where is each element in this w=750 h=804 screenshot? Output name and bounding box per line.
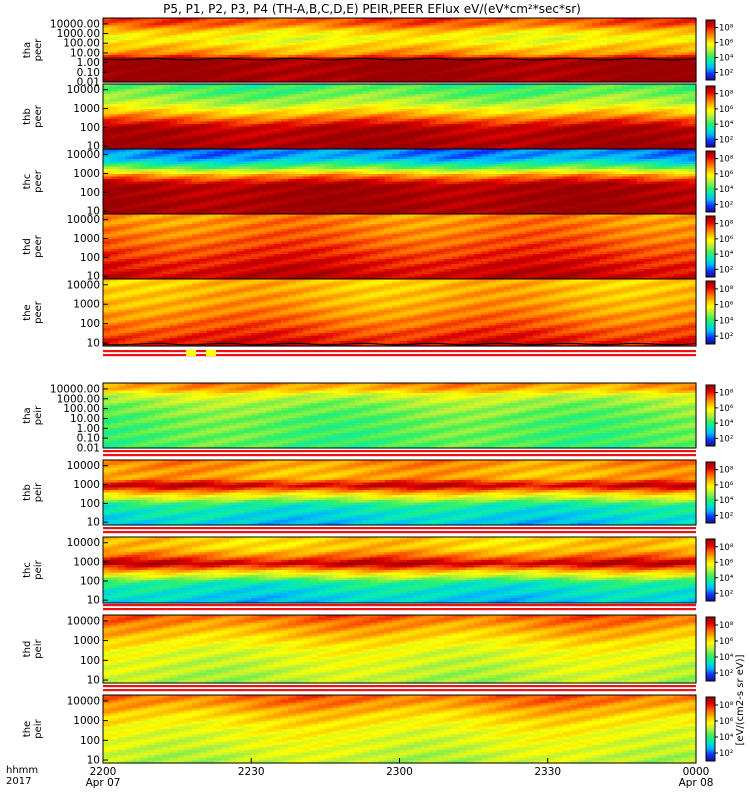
colorbar-tick-label: 10⁸ <box>719 90 734 100</box>
colorbar <box>706 86 715 147</box>
y-tick-label: 10000 <box>67 84 100 96</box>
colorbar-tick-label: 10⁶ <box>719 105 734 115</box>
colorbar-tick-label: 10² <box>719 69 733 79</box>
y-tick-label: 1000 <box>73 103 100 115</box>
panel-species-label: peer <box>33 104 44 128</box>
colorbar-tick-label: 10⁴ <box>719 54 734 64</box>
panels-group: 10000.001000.00100.0010.001.000.100.01th… <box>22 18 734 767</box>
panel-probe-label: thb <box>22 108 33 125</box>
panel-tha-peer: 10000.001000.00100.0010.001.000.100.01th… <box>22 18 734 89</box>
chart-title: P5, P1, P2, P3, P4 (TH-A,B,C,D,E) PEIR,P… <box>163 2 581 16</box>
panel-probe-label: tha <box>22 42 33 58</box>
y-tick-label: 100 <box>80 122 100 134</box>
colorbar-tick-label: 10⁴ <box>719 120 734 130</box>
colorbar-tick-label: 10² <box>719 135 733 145</box>
colorbar-tick-label: 10⁸ <box>719 24 734 34</box>
panel-species-label: peer <box>33 38 44 62</box>
colorbar-tick-label: 10⁶ <box>719 39 734 49</box>
colorbar <box>706 20 715 80</box>
